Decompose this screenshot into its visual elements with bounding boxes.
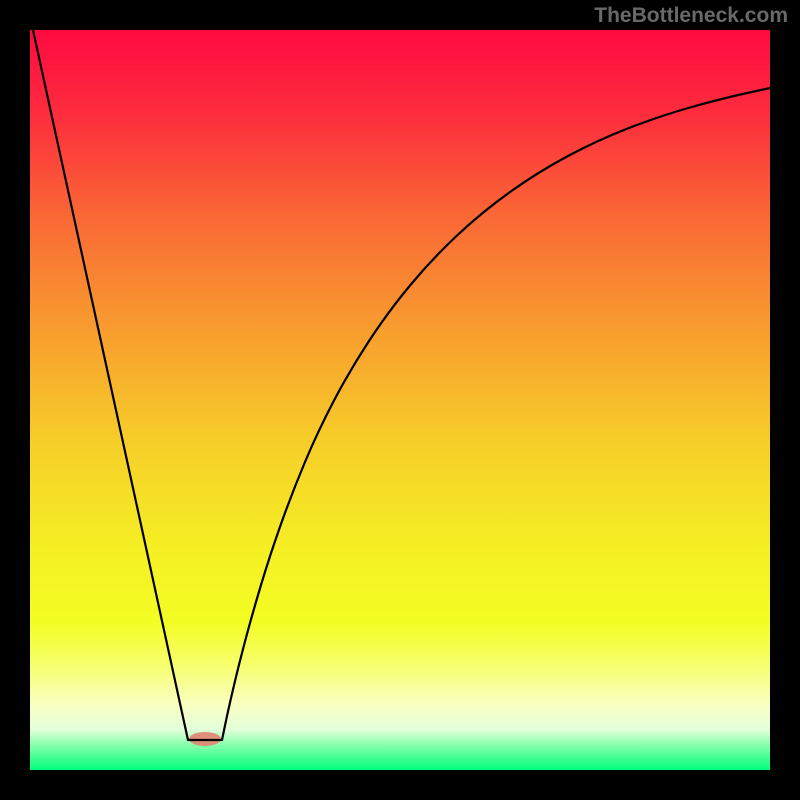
watermark-text: TheBottleneck.com [594,4,788,28]
chart-svg [0,0,800,800]
chart-background [30,30,770,770]
bottleneck-chart: TheBottleneck.com [0,0,800,800]
